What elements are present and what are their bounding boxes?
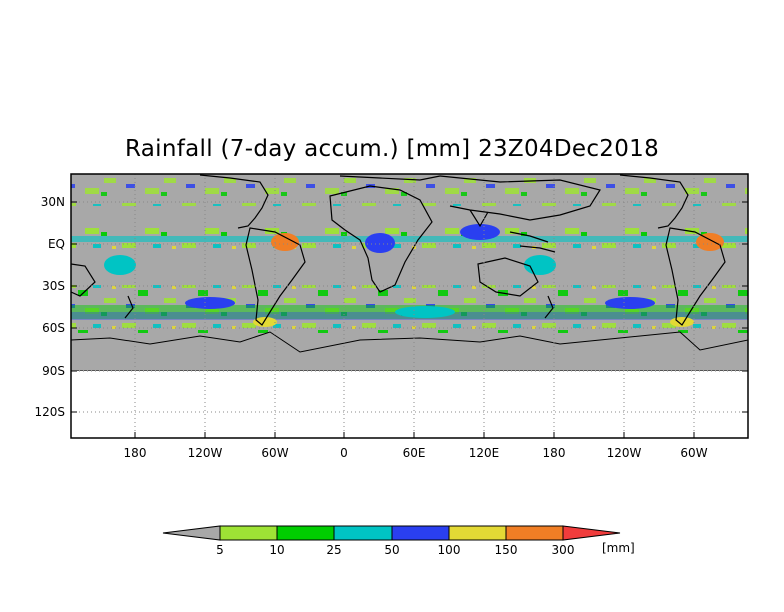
x-tick-label-0: 0: [340, 446, 348, 460]
grid-lines: [71, 174, 748, 438]
y-tick-label-30s: 30S: [42, 279, 65, 293]
x-tick-label-180-repeat: 180: [542, 446, 566, 460]
colorbar-swatch-5-10: [219, 525, 278, 541]
northern-storm-track: [71, 178, 748, 206]
colorbar-swatch-50-100: [391, 525, 450, 541]
equatorial-core-band: [71, 236, 748, 242]
antarctica-landmass: [71, 331, 748, 371]
x-tick-label-120w-repeat: 120W: [606, 446, 642, 460]
colorbar-label-25: 25: [326, 543, 342, 557]
colorbar-label-50: 50: [384, 543, 400, 557]
y-tick-label-90s: 90S: [42, 364, 65, 378]
y-tick-label-60s: 60S: [42, 321, 65, 335]
map-frame: [70, 173, 749, 439]
continent-outlines: [71, 174, 726, 326]
colorbar-label-5: 5: [216, 543, 224, 557]
colorbar-swatch-below-5: [162, 525, 221, 541]
colorbar-swatch-above-300: [562, 525, 621, 541]
x-tick-label-60w: 60W: [261, 446, 289, 460]
y-tick-label-120s: 120S: [34, 405, 65, 419]
y-tick-label-30n: 30N: [40, 195, 65, 209]
colorbar-label-100: 100: [437, 543, 461, 557]
colorbar-label-300: 300: [551, 543, 575, 557]
tick-marks: [71, 201, 748, 438]
x-tick-label-60e: 60E: [402, 446, 426, 460]
map-title: Rainfall (7-day accum.) [mm] 23Z04Dec201…: [125, 136, 659, 162]
colorbar-swatch-150-300: [505, 525, 564, 541]
x-tick-label-180: 180: [123, 446, 147, 460]
colorbar-swatch-25-50: [333, 525, 393, 541]
colorbar-unit-label: [mm]: [602, 541, 635, 555]
x-tick-label-120e: 120E: [468, 446, 500, 460]
x-tick-label-60w-repeat: 60W: [680, 446, 708, 460]
y-tick-label-eq: EQ: [47, 237, 65, 251]
colorbar: [162, 525, 621, 541]
colorbar-swatch-10-25: [276, 525, 335, 541]
heavy-rain-hotspots: [104, 224, 724, 327]
x-tick-label-120w: 120W: [187, 446, 223, 460]
colorbar-swatch-100-150: [448, 525, 507, 541]
colorbar-label-150: 150: [494, 543, 518, 557]
colorbar-label-10: 10: [269, 543, 285, 557]
